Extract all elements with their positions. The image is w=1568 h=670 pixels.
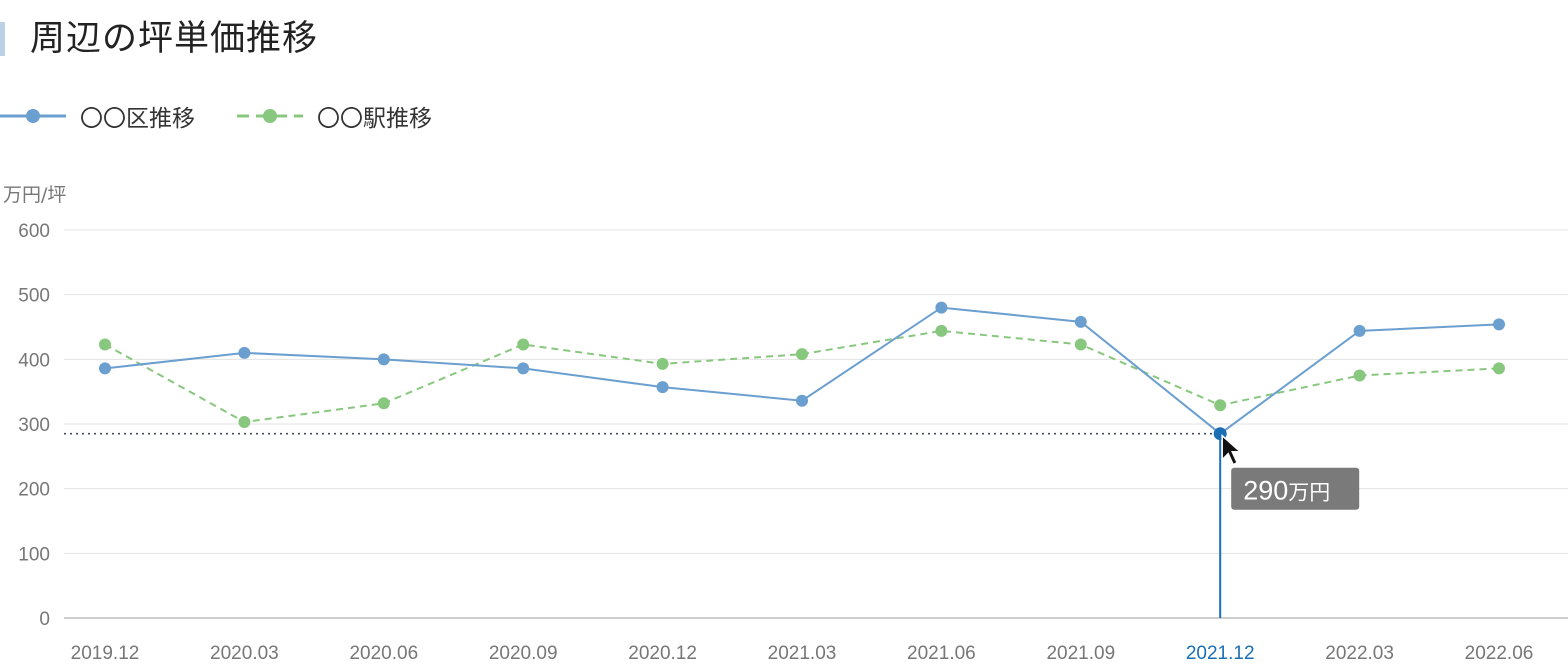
- x-tick-label: 2020.06: [349, 643, 418, 664]
- chart-legend: 〇〇区推移 〇〇駅推移: [0, 96, 474, 136]
- data-point-station: [1074, 338, 1087, 351]
- legend-label-ward: 〇〇区推移: [80, 106, 195, 132]
- x-tick-label: 2021.09: [1046, 643, 1115, 664]
- data-point-station: [1353, 369, 1366, 382]
- data-point-ward: [1353, 324, 1366, 337]
- tooltip-text: 290万円: [1243, 476, 1330, 506]
- data-point-station: [1493, 362, 1505, 375]
- x-tick-label: 2020.03: [210, 643, 279, 664]
- page-title: 周辺の坪単価推移: [30, 19, 319, 59]
- data-point-ward: [656, 381, 669, 394]
- data-point-ward: [935, 301, 948, 314]
- legend-item-ward[interactable]: 〇〇区推移: [0, 99, 195, 133]
- x-tick-label: 2021.03: [768, 643, 837, 664]
- y-tick-label: 200: [18, 480, 50, 501]
- data-point-ward: [1074, 315, 1087, 328]
- data-point-ward: [238, 346, 251, 359]
- x-tick-label: 2022.06: [1465, 643, 1534, 664]
- data-point-ward: [1493, 318, 1505, 331]
- legend-label-station: 〇〇駅推移: [317, 106, 432, 132]
- legend-swatch-ward-icon: [0, 109, 66, 123]
- x-tick-label: 2020.12: [628, 643, 697, 664]
- x-tick-label: 2020.09: [489, 643, 558, 664]
- y-tick-label: 100: [18, 544, 50, 565]
- data-point-station: [656, 357, 669, 370]
- legend-swatch-station-icon: [237, 109, 303, 123]
- data-point-station: [377, 397, 390, 410]
- y-tick-label: 300: [18, 415, 50, 436]
- series-line-station: [104, 329, 1500, 424]
- data-point-ward: [377, 353, 390, 366]
- data-point-station: [1214, 399, 1227, 412]
- tooltip: 290万円: [1231, 467, 1360, 510]
- y-tick-label: 500: [18, 286, 50, 307]
- mouse-cursor-icon: [1221, 434, 1243, 466]
- data-point-station: [517, 338, 530, 351]
- x-tick-label: 2021.06: [907, 643, 976, 664]
- data-point-station: [99, 338, 111, 351]
- legend-item-station[interactable]: 〇〇駅推移: [237, 99, 432, 133]
- data-point-station: [796, 348, 808, 361]
- title-accent-bar: [0, 22, 5, 56]
- data-point-ward: [796, 394, 808, 407]
- data-point-ward: [99, 362, 111, 375]
- y-tick-label: 400: [18, 350, 50, 371]
- series-line-ward: [104, 306, 1500, 435]
- y-tick-label: 600: [18, 221, 50, 242]
- x-tick-label: 2022.03: [1325, 643, 1394, 664]
- data-point-station: [935, 324, 948, 337]
- y-axis-unit-label: 万円/坪: [3, 184, 67, 206]
- y-tick-label: 0: [39, 609, 50, 630]
- x-tick-label: 2021.12: [1186, 643, 1255, 664]
- data-point-station: [238, 416, 251, 429]
- tooltip-box: [1231, 467, 1360, 510]
- x-tick-label: 2019.12: [71, 643, 140, 664]
- data-point-ward: [517, 362, 530, 375]
